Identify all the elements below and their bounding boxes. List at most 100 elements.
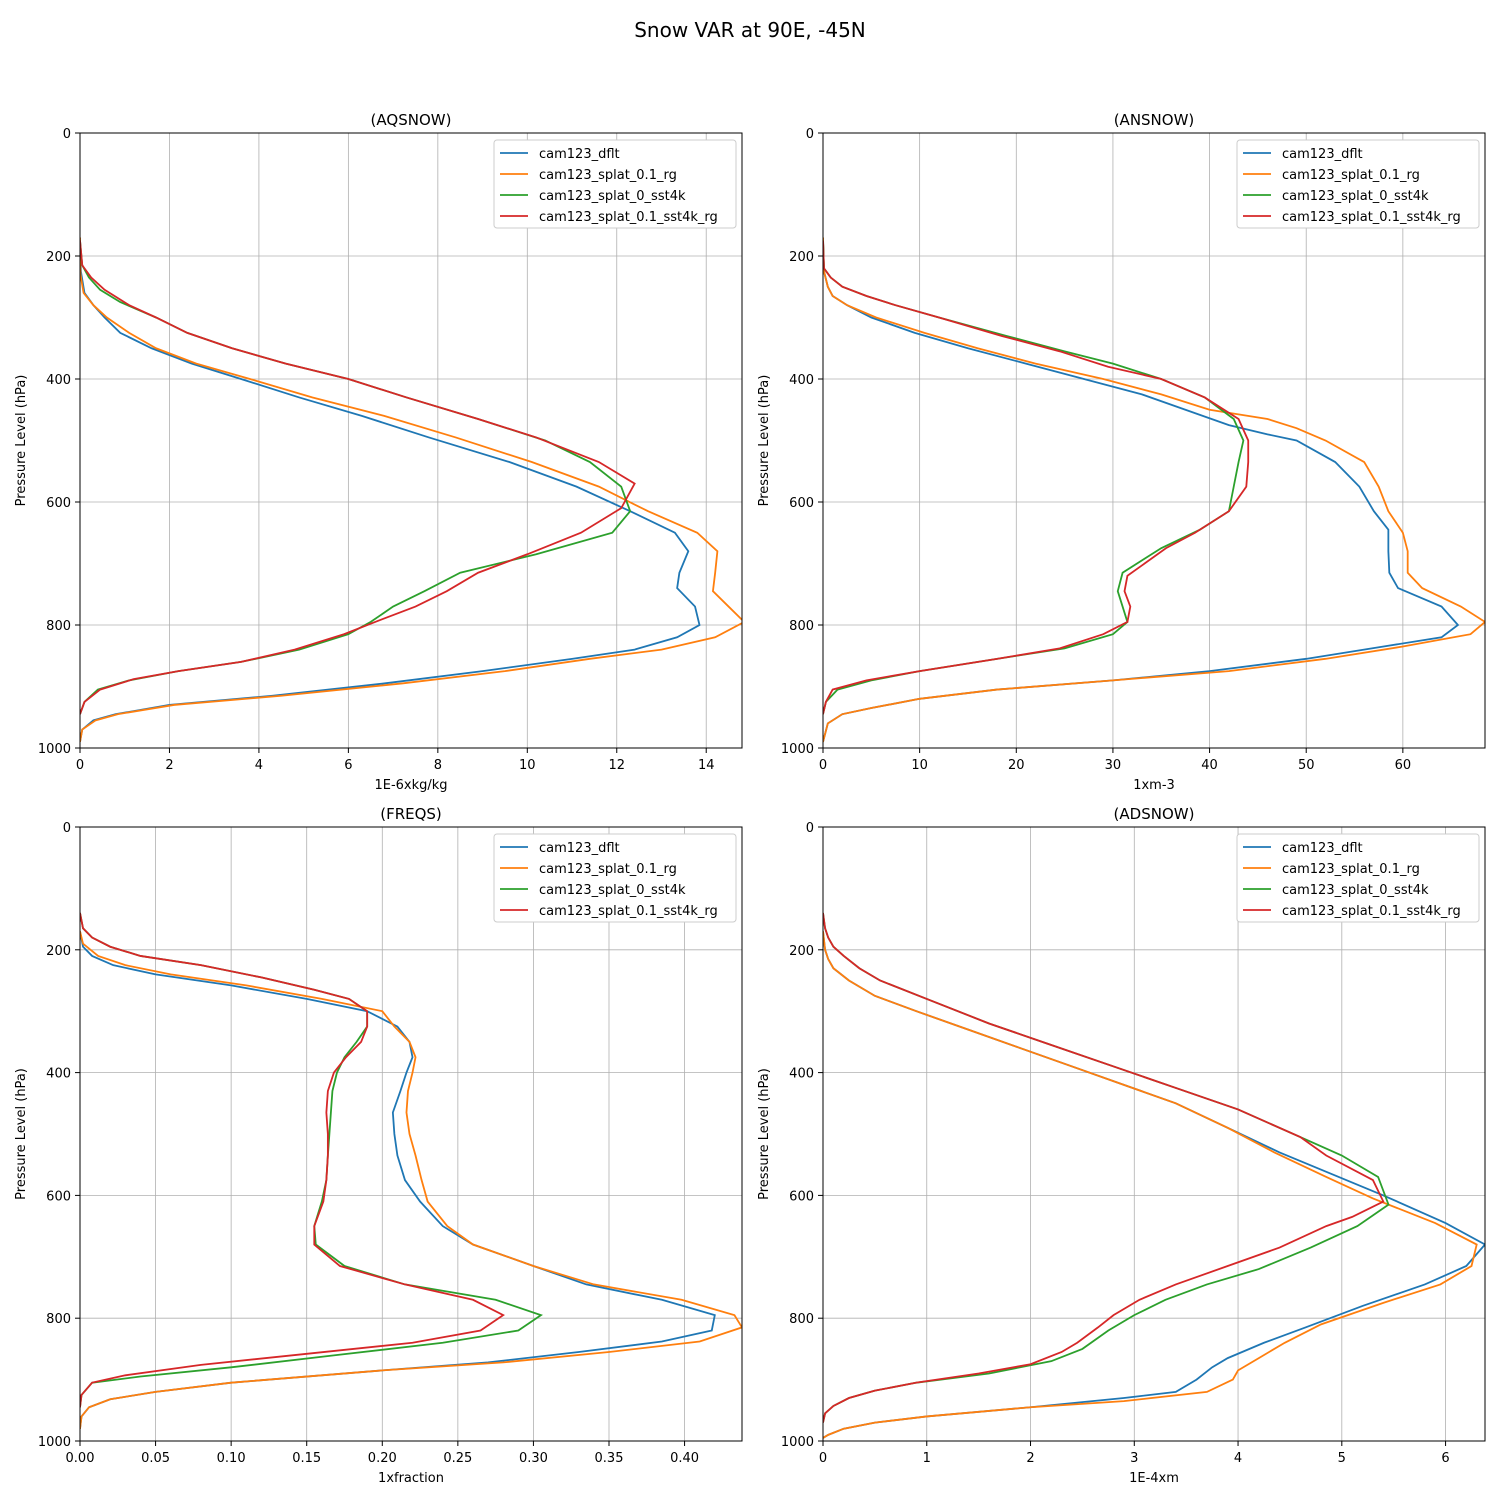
x-tick: 0 bbox=[76, 748, 84, 773]
legend-label: cam123_splat_0_sst4k bbox=[539, 189, 686, 204]
x-tick-label: 20 bbox=[1008, 758, 1025, 773]
y-tick-label: 200 bbox=[46, 250, 71, 265]
x-tick: 60 bbox=[1395, 748, 1412, 773]
y-tick: 400 bbox=[46, 373, 80, 388]
series-line-cam123-splat-0-1-sst4k-rg bbox=[823, 912, 1385, 1423]
x-tick-label: 50 bbox=[1298, 758, 1315, 773]
x-tick-label: 6 bbox=[344, 758, 352, 773]
series-line-cam123-splat-0-1-rg bbox=[80, 931, 742, 1429]
x-tick: 30 bbox=[1105, 748, 1122, 773]
x-axis-label: 1xm-3 bbox=[1133, 778, 1175, 793]
y-tick-label: 1000 bbox=[781, 1435, 814, 1450]
x-tick: 14 bbox=[698, 748, 715, 773]
panel-ansnow: 0 10 20 30 40 50 6002004006008001000(ANSNOW)1x… bbox=[757, 111, 1486, 793]
y-tick: 200 bbox=[46, 944, 80, 959]
y-tick-label: 800 bbox=[46, 619, 71, 634]
series-group bbox=[823, 237, 1485, 743]
series-line-cam123-splat-0-1-rg bbox=[823, 237, 1485, 743]
x-tick-label: 4 bbox=[255, 758, 263, 773]
x-tick-label: 30 bbox=[1105, 758, 1122, 773]
axes-frame bbox=[822, 132, 1486, 749]
panel-title: (ADSNOW) bbox=[1114, 805, 1195, 823]
y-tick-label: 0 bbox=[63, 821, 71, 836]
panel-adsnow: 0 1 2 3 4 5 6 0 200 400 600 800 1000 (ADSNOW) 1E-4xm Pr… bbox=[757, 805, 1486, 1486]
y-tick: 1000 bbox=[38, 1435, 80, 1450]
y-tick-label: 200 bbox=[46, 944, 71, 959]
series-line-cam123-dflt bbox=[80, 237, 701, 743]
y-tick: 800 bbox=[46, 619, 80, 634]
x-tick-label: 2 bbox=[1026, 1451, 1034, 1466]
y-tick: 1000 bbox=[38, 742, 80, 757]
legend-label: cam123_dflt bbox=[1282, 147, 1363, 162]
y-tick: 400 bbox=[46, 1067, 80, 1082]
axes-frame bbox=[822, 826, 1486, 1442]
series-group bbox=[823, 912, 1485, 1439]
y-tick: 1000 bbox=[781, 1435, 823, 1450]
y-tick: 200 bbox=[46, 250, 80, 265]
x-tick: 0.15 bbox=[292, 1441, 321, 1466]
legend-box bbox=[1236, 833, 1480, 923]
x-tick: 0.05 bbox=[141, 1441, 170, 1466]
x-tick-label: 1 bbox=[923, 1451, 931, 1466]
y-tick: 400 bbox=[789, 373, 823, 388]
x-tick: 0.30 bbox=[519, 1441, 548, 1466]
series-line-cam123-splat-0-1-sst4k-rg bbox=[80, 912, 505, 1408]
x-tick-label: 2 bbox=[165, 758, 173, 773]
y-tick: 1000 bbox=[781, 742, 823, 757]
y-tick: 600 bbox=[46, 1189, 80, 1204]
legend-label: cam123_splat_0.1_sst4k_rg bbox=[1282, 904, 1461, 919]
legend-label: cam123_dflt bbox=[539, 147, 620, 162]
x-tick-label: 4 bbox=[1234, 1451, 1242, 1466]
x-axis-label: 1E-4xm bbox=[1129, 1471, 1179, 1486]
series-group bbox=[80, 912, 742, 1429]
y-tick-label: 0 bbox=[806, 821, 814, 836]
y-tick: 600 bbox=[789, 496, 823, 511]
x-tick: 0 bbox=[819, 748, 827, 773]
x-tick: 1 bbox=[923, 1441, 931, 1466]
y-tick-label: 600 bbox=[789, 1189, 814, 1204]
x-tick: 3 bbox=[1130, 1441, 1138, 1466]
x-tick-label: 0.25 bbox=[443, 1451, 472, 1466]
legend-label: cam123_splat_0_sst4k bbox=[1282, 189, 1429, 204]
x-tick-label: 14 bbox=[698, 758, 715, 773]
y-tick: 800 bbox=[789, 619, 823, 634]
y-tick-label: 400 bbox=[46, 373, 71, 388]
y-tick-label: 0 bbox=[63, 127, 71, 142]
y-tick: 800 bbox=[46, 1312, 80, 1327]
y-tick-label: 0 bbox=[806, 127, 814, 142]
y-tick-label: 600 bbox=[46, 1189, 71, 1204]
x-tick: 0.10 bbox=[217, 1441, 246, 1466]
series-group bbox=[80, 237, 742, 743]
y-axis-label: Pressure Level (hPa) bbox=[757, 375, 772, 507]
y-tick-label: 1000 bbox=[38, 1435, 71, 1450]
legend: cam123_dflt cam123_splat_0.1_rg cam123_spl… bbox=[1236, 833, 1480, 923]
x-tick: 12 bbox=[608, 748, 625, 773]
x-tick: 5 bbox=[1338, 1441, 1346, 1466]
x-tick: 8 bbox=[434, 748, 442, 773]
x-tick-label: 0.00 bbox=[66, 1451, 95, 1466]
y-tick-label: 200 bbox=[789, 250, 814, 265]
x-tick: 40 bbox=[1201, 748, 1218, 773]
x-tick: 10 bbox=[519, 748, 536, 773]
x-tick: 0.35 bbox=[595, 1441, 623, 1466]
x-tick: 4 bbox=[1234, 1441, 1242, 1466]
x-tick: 0.20 bbox=[368, 1441, 397, 1466]
x-tick-label: 0.10 bbox=[217, 1451, 246, 1466]
series-line-cam123-splat-0-1-rg bbox=[80, 237, 742, 743]
x-tick-label: 0 bbox=[819, 758, 827, 773]
x-tick-label: 0 bbox=[76, 758, 84, 773]
legend-box bbox=[1236, 139, 1480, 229]
x-tick-label: 0.30 bbox=[519, 1451, 548, 1466]
y-axis-label: Pressure Level (hPa) bbox=[14, 375, 29, 507]
x-tick: 0.40 bbox=[670, 1441, 699, 1466]
y-tick-label: 800 bbox=[789, 1312, 814, 1327]
x-tick-label: 60 bbox=[1395, 758, 1412, 773]
panel-title: (FREQS) bbox=[380, 805, 442, 823]
x-tick-label: 10 bbox=[911, 758, 928, 773]
x-tick: 2 bbox=[1026, 1441, 1035, 1466]
x-tick: 0.00 bbox=[66, 1441, 95, 1466]
y-tick-label: 1000 bbox=[38, 742, 71, 757]
x-tick: 0 bbox=[819, 1441, 827, 1466]
legend-label: cam123_splat_0_sst4k bbox=[539, 883, 686, 898]
